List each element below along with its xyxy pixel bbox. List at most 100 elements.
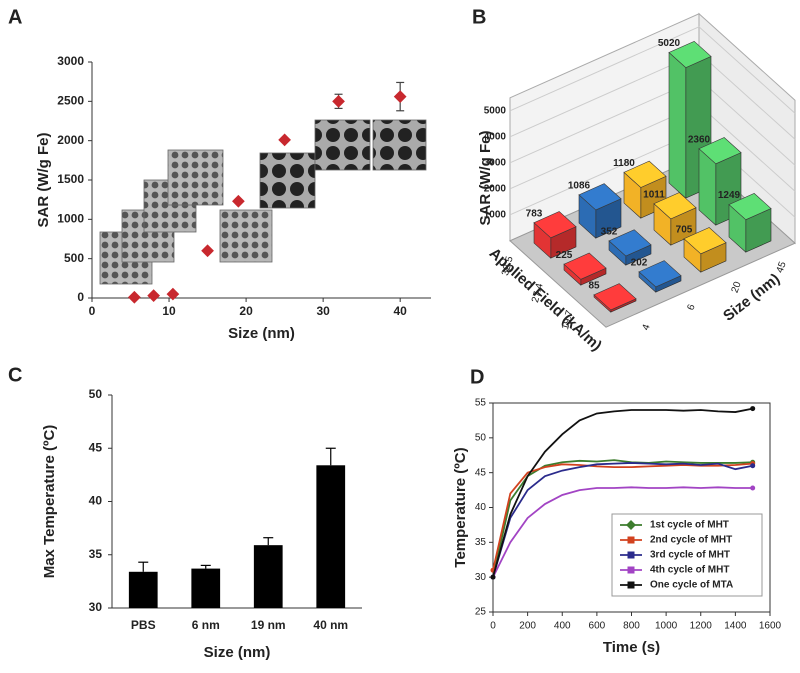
error-bar (200, 564, 211, 569)
bar (638, 260, 682, 293)
point (393, 90, 407, 103)
y-tick-label: 45 (475, 467, 487, 478)
bar-top (653, 192, 697, 220)
value-label: 1180 (613, 158, 635, 169)
bar-top (638, 260, 682, 288)
x-tick-label: 10 (162, 304, 176, 318)
value-label: 783 (526, 208, 543, 219)
marker (750, 406, 756, 412)
legend-label: 4th cycle of MHT (650, 565, 729, 576)
x-tick-label: 1600 (759, 621, 782, 632)
y-tick-label: 3000 (57, 54, 84, 68)
x-axis-title: Size (nm) (228, 325, 295, 342)
legend-label: One cycle of MTA (650, 580, 733, 591)
x-tick-label: 600 (589, 621, 606, 632)
bar-top (578, 183, 622, 211)
z-tick-label: 1000 (484, 209, 507, 220)
value-label: 705 (676, 224, 693, 235)
value-label: 85 (588, 280, 600, 291)
point (166, 287, 180, 301)
marker (750, 485, 756, 491)
line (492, 462, 753, 571)
y-tick-label: 40 (475, 502, 487, 513)
bar-top (593, 283, 637, 311)
grid-line (509, 26, 796, 114)
col-label: 4 (641, 322, 653, 331)
y-tick-label: 30 (475, 572, 487, 583)
x-tick-label: PBS (131, 618, 156, 632)
point (278, 133, 291, 147)
bar (128, 571, 158, 608)
x-tick-label: 19 nm (251, 618, 286, 632)
legend-label: 2nd cycle of MHT (650, 535, 732, 546)
legend-marker (627, 581, 635, 589)
bar (563, 252, 607, 286)
y-tick-label: 40 (89, 494, 103, 508)
bar (608, 229, 652, 266)
y-tick-label: 2500 (57, 94, 84, 108)
x-tick-label: 400 (554, 621, 571, 632)
x-tick-label: 1000 (655, 621, 678, 632)
y-tick-label: 35 (475, 537, 487, 548)
value-label: 5020 (658, 38, 681, 49)
x-tick-label: 20 (239, 304, 253, 318)
bar (668, 40, 712, 199)
row-label: 27.4 (530, 282, 546, 304)
legend-marker (626, 520, 636, 530)
point (232, 194, 245, 208)
marker (490, 574, 496, 580)
line (492, 459, 753, 578)
legend-label: 1st cycle of MHT (650, 520, 729, 531)
bar (533, 211, 577, 259)
col-label: 20 (730, 280, 744, 295)
col-label: 45 (775, 260, 789, 275)
panel-label: C (8, 364, 22, 386)
legend-marker (627, 566, 635, 574)
bar-face (668, 51, 687, 199)
y-tick-label: 35 (89, 547, 103, 561)
y-tick-label: 25 (475, 607, 487, 618)
bar-top (698, 137, 742, 165)
point (201, 244, 214, 258)
line (492, 407, 753, 578)
bar-top (623, 160, 667, 188)
point (332, 94, 345, 108)
panel-label: B (472, 6, 486, 28)
marker (750, 463, 756, 469)
error-bar (263, 537, 274, 546)
bar-top (683, 227, 727, 255)
bar-top (608, 229, 652, 257)
x-tick-label: 0 (490, 621, 496, 632)
row-label: 19.7 (560, 309, 576, 331)
panel-label: A (8, 6, 22, 28)
value-label: 352 (601, 227, 618, 238)
col-axis-title: Size (nm) (720, 270, 783, 324)
bar (253, 545, 283, 608)
error-bar (325, 447, 336, 466)
value-label: 225 (556, 250, 573, 261)
value-label: 1011 (643, 189, 665, 200)
line (492, 486, 753, 578)
y-tick-label: 50 (475, 432, 487, 443)
bar-top (563, 252, 607, 280)
error-bar (138, 561, 149, 572)
x-tick-label: 40 (394, 304, 408, 318)
y-axis-title: Max Temperature (ºC) (41, 425, 58, 579)
bar (653, 192, 697, 246)
value-label: 202 (631, 257, 648, 268)
value-label: 2360 (688, 134, 711, 145)
x-tick-label: 6 nm (192, 618, 220, 632)
row-label: 32.5 (500, 255, 516, 277)
col-label: 6 (686, 302, 698, 311)
point (147, 289, 161, 303)
y-tick-label: 1500 (57, 172, 84, 186)
bar (316, 465, 346, 608)
point (128, 290, 141, 304)
y-tick-label: 55 (475, 398, 487, 409)
legend-label: 3rd cycle of MHT (650, 550, 730, 561)
value-label: 1086 (568, 180, 591, 191)
z-tick-label: 5000 (484, 105, 507, 116)
y-tick-label: 45 (89, 440, 103, 454)
y-axis-title: SAR (W/g Fe) (35, 133, 52, 228)
